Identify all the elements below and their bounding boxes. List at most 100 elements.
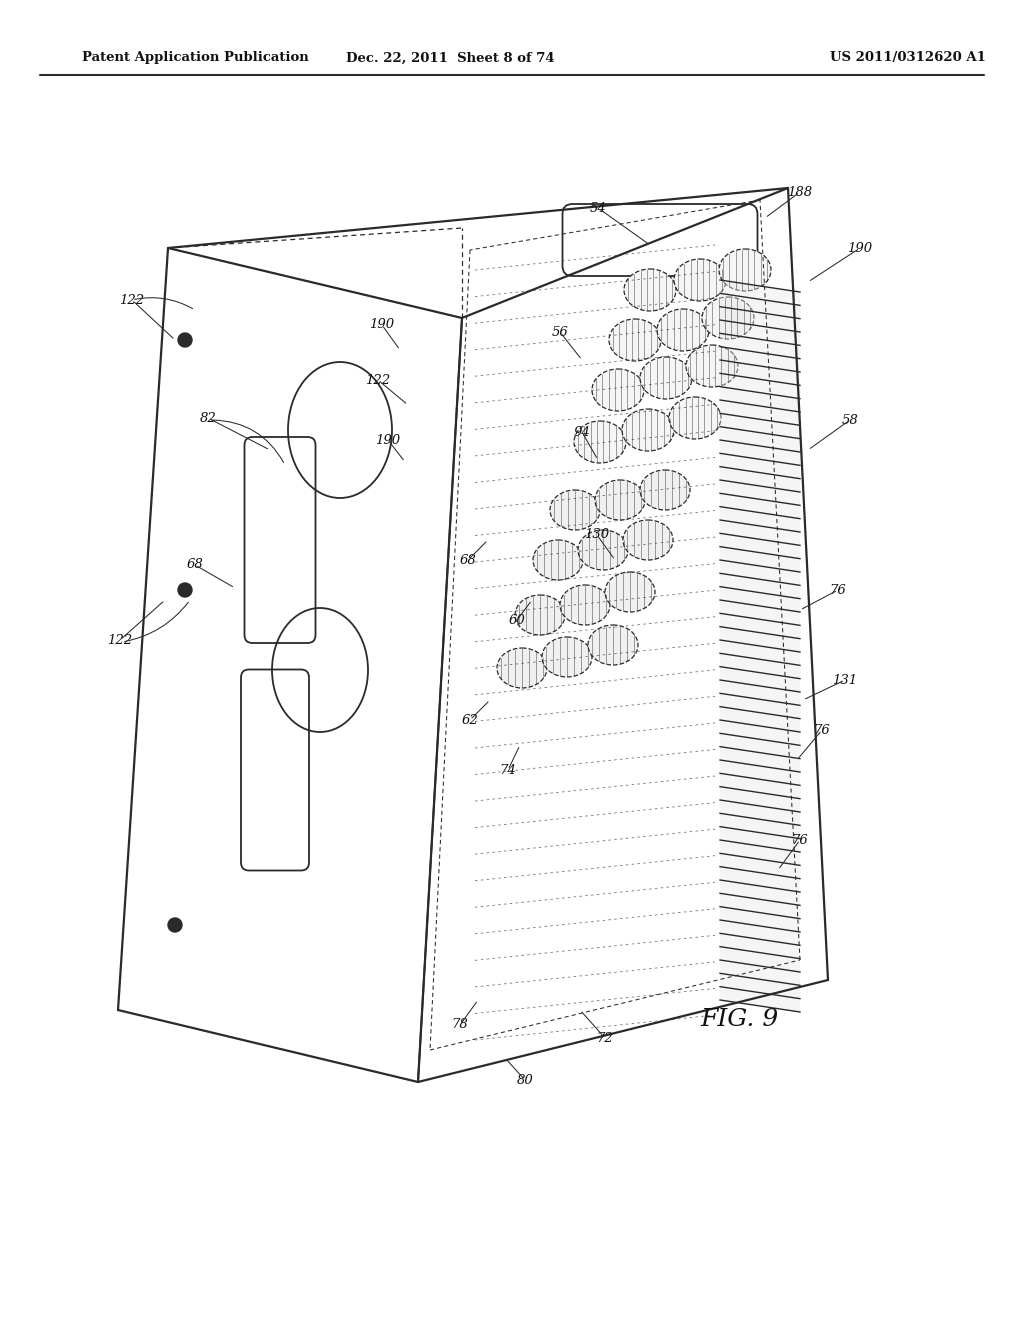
Polygon shape	[720, 453, 800, 479]
Text: 62: 62	[462, 714, 478, 726]
Text: 122: 122	[108, 634, 132, 647]
Ellipse shape	[640, 470, 690, 510]
Polygon shape	[720, 413, 800, 438]
Circle shape	[168, 917, 182, 932]
Polygon shape	[720, 614, 800, 639]
Ellipse shape	[550, 490, 600, 531]
Polygon shape	[720, 494, 800, 519]
Text: 190: 190	[376, 433, 400, 446]
Ellipse shape	[588, 624, 638, 665]
Text: 68: 68	[460, 553, 476, 566]
Ellipse shape	[534, 540, 583, 579]
Text: 190: 190	[370, 318, 394, 331]
Ellipse shape	[686, 345, 738, 387]
Polygon shape	[720, 774, 800, 799]
Polygon shape	[720, 293, 800, 318]
Ellipse shape	[560, 585, 610, 624]
Text: Dec. 22, 2011  Sheet 8 of 74: Dec. 22, 2011 Sheet 8 of 74	[346, 51, 554, 65]
Polygon shape	[720, 440, 800, 466]
Text: 60: 60	[509, 614, 525, 627]
Text: 190: 190	[848, 242, 872, 255]
Polygon shape	[720, 693, 800, 718]
Polygon shape	[720, 867, 800, 892]
Polygon shape	[720, 546, 800, 572]
Polygon shape	[720, 586, 800, 612]
Ellipse shape	[542, 638, 592, 677]
Polygon shape	[720, 374, 800, 399]
Polygon shape	[720, 973, 800, 999]
Polygon shape	[720, 319, 800, 346]
Ellipse shape	[515, 595, 565, 635]
Polygon shape	[720, 894, 800, 919]
Polygon shape	[720, 667, 800, 692]
Polygon shape	[720, 706, 800, 733]
Ellipse shape	[640, 356, 692, 399]
Text: 94: 94	[573, 425, 591, 438]
Text: 122: 122	[366, 374, 390, 387]
Text: 76: 76	[814, 723, 830, 737]
Text: 72: 72	[597, 1031, 613, 1044]
Ellipse shape	[622, 409, 674, 451]
Polygon shape	[720, 347, 800, 372]
Ellipse shape	[719, 249, 771, 290]
Text: 76: 76	[829, 583, 847, 597]
Polygon shape	[720, 880, 800, 906]
Ellipse shape	[592, 370, 644, 411]
Text: 122: 122	[120, 293, 144, 306]
Text: 80: 80	[517, 1073, 534, 1086]
Text: 74: 74	[500, 763, 516, 776]
Polygon shape	[720, 560, 800, 585]
Polygon shape	[720, 627, 800, 652]
Polygon shape	[720, 334, 800, 359]
Polygon shape	[720, 426, 800, 451]
Ellipse shape	[497, 648, 547, 688]
Polygon shape	[720, 680, 800, 705]
Polygon shape	[720, 360, 800, 385]
Text: Patent Application Publication: Patent Application Publication	[82, 51, 309, 65]
Polygon shape	[720, 306, 800, 333]
Text: 78: 78	[452, 1019, 468, 1031]
Polygon shape	[720, 813, 800, 838]
Polygon shape	[720, 760, 800, 785]
Polygon shape	[720, 826, 800, 851]
Text: 131: 131	[833, 673, 857, 686]
Polygon shape	[720, 480, 800, 506]
Ellipse shape	[624, 269, 676, 312]
Text: 188: 188	[787, 186, 813, 198]
Polygon shape	[720, 787, 800, 812]
Polygon shape	[720, 719, 800, 746]
Polygon shape	[720, 400, 800, 425]
Text: 76: 76	[792, 833, 808, 846]
Text: 68: 68	[186, 558, 204, 572]
Polygon shape	[720, 640, 800, 665]
Polygon shape	[720, 986, 800, 1012]
Ellipse shape	[702, 297, 754, 339]
Text: US 2011/0312620 A1: US 2011/0312620 A1	[830, 51, 986, 65]
Circle shape	[178, 333, 193, 347]
Polygon shape	[720, 387, 800, 412]
Ellipse shape	[623, 520, 673, 560]
Polygon shape	[720, 800, 800, 825]
Ellipse shape	[578, 531, 628, 570]
Text: 130: 130	[585, 528, 609, 541]
Circle shape	[178, 583, 193, 597]
Polygon shape	[720, 507, 800, 532]
Text: 56: 56	[552, 326, 568, 338]
Polygon shape	[720, 920, 800, 945]
Text: 82: 82	[200, 412, 216, 425]
Ellipse shape	[609, 319, 662, 360]
Polygon shape	[720, 280, 800, 305]
Polygon shape	[720, 601, 800, 626]
Polygon shape	[720, 734, 800, 759]
Polygon shape	[720, 907, 800, 932]
Polygon shape	[720, 520, 800, 545]
Polygon shape	[720, 533, 800, 558]
Polygon shape	[720, 653, 800, 678]
Ellipse shape	[657, 309, 709, 351]
Ellipse shape	[605, 572, 655, 612]
Ellipse shape	[669, 397, 721, 440]
Polygon shape	[720, 747, 800, 772]
Polygon shape	[720, 467, 800, 492]
Text: 58: 58	[842, 413, 858, 426]
Text: 54: 54	[590, 202, 606, 214]
